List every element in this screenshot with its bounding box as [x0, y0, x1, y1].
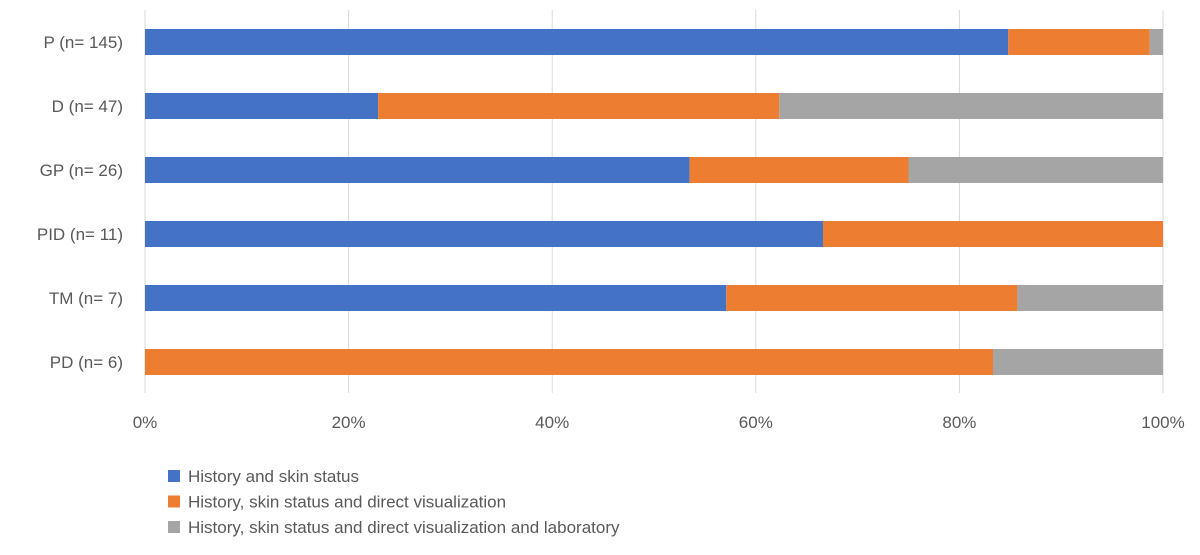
x-tick-label: 80%: [942, 413, 976, 432]
bar-segment: [145, 157, 690, 183]
x-tick-label: 20%: [332, 413, 366, 432]
x-tick-label: 0%: [133, 413, 158, 432]
legend-swatch: [168, 470, 180, 482]
bar-segment: [779, 93, 1163, 119]
x-tick-label: 40%: [535, 413, 569, 432]
bar-segment: [145, 221, 823, 247]
bar-segment: [145, 29, 1009, 55]
x-tick-labels: 0% 20% 40% 60% 80% 100%: [133, 413, 1185, 432]
category-label: GP (n= 26): [40, 161, 123, 180]
bar-segment: [822, 221, 1163, 247]
bar-segment: [1008, 29, 1150, 55]
bar-segment: [145, 285, 727, 311]
bar-segment: [726, 285, 1018, 311]
bar-segment: [1017, 285, 1163, 311]
category-label: PID (n= 11): [37, 225, 123, 244]
bar-segment: [145, 93, 379, 119]
bar-segment: [689, 157, 909, 183]
category-label: TM (n= 7): [49, 289, 123, 308]
bar-segment: [378, 93, 780, 119]
bar-segment: [1149, 29, 1163, 55]
legend-label: History, skin status and direct visualiz…: [188, 518, 620, 537]
category-labels: P (n= 145) D (n= 47) GP (n= 26) PID (n= 11)…: [37, 33, 123, 372]
gridlines: [144, 10, 1164, 393]
bar-segment: [145, 349, 993, 375]
x-tick-label: 60%: [739, 413, 773, 432]
legend-swatch: [168, 495, 180, 508]
legend: History and skin status History, skin sta…: [168, 467, 620, 537]
x-tick-label: 100%: [1141, 413, 1184, 432]
category-label: D (n= 47): [52, 97, 123, 116]
bars: [145, 29, 1163, 375]
legend-label: History and skin status: [188, 467, 359, 486]
legend-swatch: [168, 521, 180, 533]
bar-segment: [992, 349, 1163, 375]
category-label: PD (n= 6): [50, 353, 123, 372]
legend-label: History, skin status and direct visualiz…: [188, 493, 506, 512]
bar-segment: [908, 157, 1163, 183]
category-label: P (n= 145): [43, 33, 123, 52]
